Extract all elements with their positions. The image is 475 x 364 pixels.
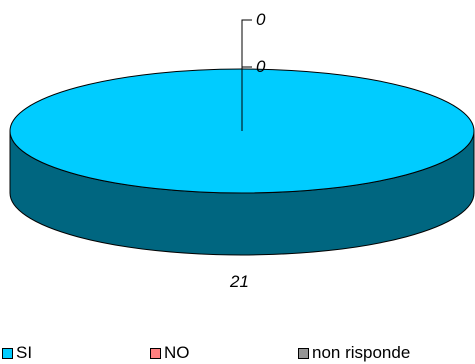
- legend: SI NO non risponde: [0, 343, 475, 364]
- data-label-no: 0: [256, 10, 266, 29]
- legend-swatch-non-risponde: [298, 347, 309, 359]
- legend-item-si: SI: [2, 343, 32, 363]
- legend-item-non-risponde: non risponde: [298, 343, 410, 363]
- legend-label-no: NO: [164, 343, 190, 362]
- legend-swatch-no: [150, 347, 161, 359]
- legend-item-no: NO: [150, 343, 190, 363]
- leader-line-no: [241, 19, 252, 131]
- legend-swatch-si: [2, 347, 13, 359]
- pie-chart: 0 0 21: [9, 10, 475, 291]
- data-label-non-risponde: 0: [256, 57, 266, 76]
- data-label-si: 21: [229, 272, 249, 291]
- legend-label-non-risponde: non risponde: [312, 343, 411, 362]
- legend-label-si: SI: [16, 343, 33, 362]
